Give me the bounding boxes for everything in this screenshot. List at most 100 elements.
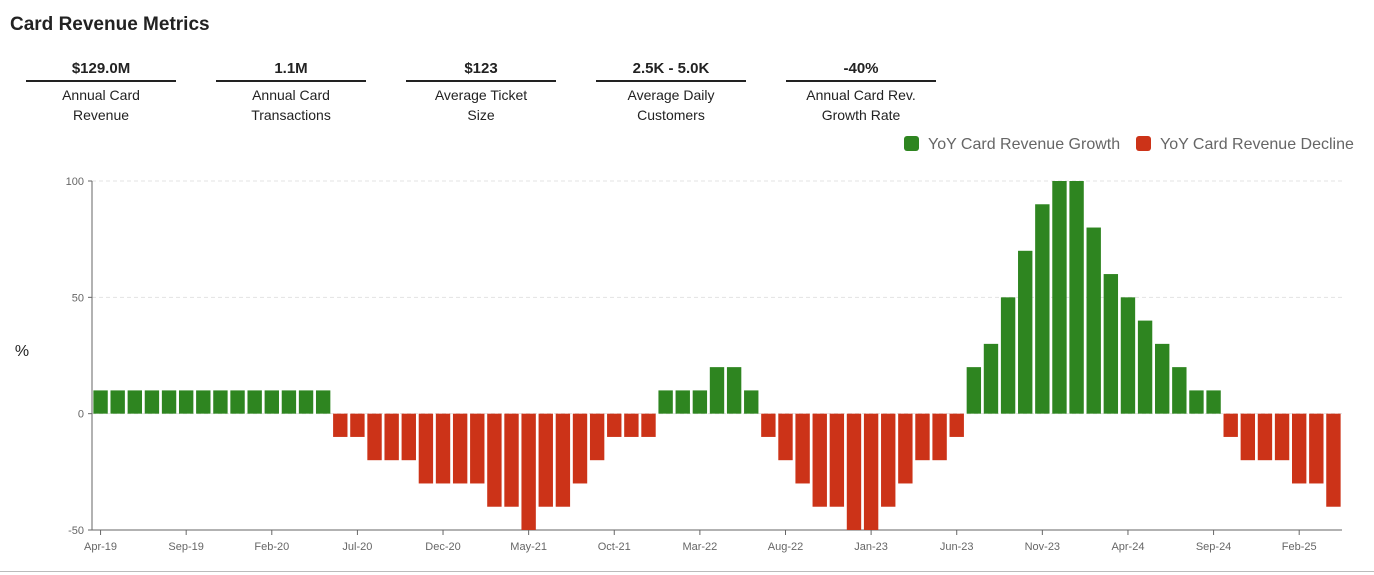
bar [401,413,416,461]
kpi: 1.1M Annual Card Transactions [216,60,366,125]
x-tick-label: Feb-20 [254,541,289,553]
bar [384,413,399,461]
bar [726,367,742,414]
legend-label: YoY Card Revenue Growth [928,136,1120,153]
bar [452,413,468,484]
bar [778,413,793,461]
x-tick-label: Aug-22 [768,541,803,553]
kpi-label: Annual Card Rev. Growth Rate [806,87,916,123]
bar [127,390,142,414]
x-tick-label: May-21 [510,541,547,553]
bar [1240,413,1256,461]
bar [1274,413,1290,461]
kpi-value: 2.5K - 5.0K [596,60,746,82]
bar [829,413,845,507]
bar [1155,343,1170,414]
bar [1086,227,1101,414]
bar [1292,413,1307,484]
x-tick-label: Mar-22 [682,541,717,553]
bar [555,413,571,507]
bar [624,413,639,437]
bar [1018,250,1033,414]
x-tick-label: Apr-19 [84,541,117,553]
bar [932,413,947,461]
bar [1189,390,1204,414]
x-tick-label: Jan-23 [854,541,888,553]
kpi-value: 1.1M [216,60,366,82]
bar [863,413,879,530]
bar [161,390,177,414]
kpi-label: Average Ticket Size [434,87,528,123]
bar [178,390,194,414]
bar [350,413,365,437]
y-tick-label: 50 [72,292,84,304]
bar [1257,413,1273,461]
kpi-label: Average Daily Customers [627,87,715,123]
kpi: 2.5K - 5.0K Average Daily Customers [596,60,746,125]
bar [418,413,434,484]
kpi: $129.0M Annual Card Revenue [26,60,176,125]
bar [761,413,776,437]
bar [966,367,982,414]
bar [213,390,228,414]
legend-swatch [904,136,919,151]
x-tick-label: Feb-25 [1282,541,1317,553]
legend-label: YoY Card Revenue Decline [1160,136,1354,153]
legend-swatch [1136,136,1151,151]
bar [93,390,108,414]
bar [1103,274,1119,414]
divider [0,571,1374,572]
bar [1326,413,1341,507]
bar [538,413,553,507]
bar [1069,181,1084,414]
bar [915,413,930,461]
bar [949,413,964,437]
bar [589,413,605,461]
bar [1052,181,1067,414]
bar [333,413,348,437]
bar [298,390,314,414]
kpi: $123 Average Ticket Size [406,60,556,125]
bar [675,390,690,414]
bar [521,413,536,530]
bar [196,390,211,414]
x-tick-label: Dec-20 [425,541,460,553]
kpi: -40% Annual Card Rev. Growth Rate [786,60,936,125]
title: Card Revenue Metrics [10,14,210,35]
kpi-value: $123 [406,60,556,82]
x-tick-label: Nov-23 [1025,541,1060,553]
y-axis-label: % [15,343,29,360]
y-tick-label: 0 [78,409,84,421]
bar [641,413,656,437]
bar [881,413,896,507]
bar [744,390,759,414]
x-tick-label: Apr-24 [1111,541,1144,553]
bar [1137,320,1153,414]
bar [144,390,160,414]
bar [504,413,519,507]
x-tick-label: Sep-19 [168,541,203,553]
bar [470,413,485,484]
bar [367,413,382,461]
bar [435,413,451,484]
bar [1223,413,1238,437]
bar [795,413,810,484]
bar [846,413,862,530]
y-tick-label: 100 [66,176,84,188]
bar [658,390,673,414]
x-tick-label: Jun-23 [940,541,974,553]
kpi-value: -40% [786,60,936,82]
bar [315,390,331,414]
bar [1035,204,1050,414]
x-tick-label: Oct-21 [598,541,631,553]
bar [110,390,125,414]
bar [1000,297,1016,414]
bar [247,390,262,414]
bar [1206,390,1221,414]
x-tick-label: Sep-24 [1196,541,1231,553]
bar [983,343,999,414]
y-tick-label: -50 [68,525,84,537]
bar [709,367,725,414]
